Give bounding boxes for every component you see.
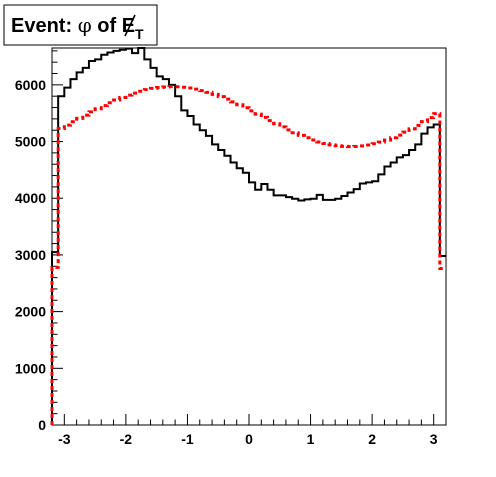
y-tick-label: 0 (38, 417, 46, 433)
series-layer (50, 47, 446, 425)
met-slash (124, 14, 136, 37)
x-tick-label: -3 (58, 431, 71, 447)
x-axis: -3 -2 -1 0 1 2 3 (51, 414, 447, 447)
title-main: Event: (11, 15, 78, 37)
title-met-subscript: T (135, 26, 144, 42)
y-axis: 0 1000 2000 3000 4000 5000 6000 (15, 50, 63, 433)
x-tick-label: 0 (245, 431, 253, 447)
title-phi-symbol: φ (78, 13, 92, 37)
y-tick-label: 1000 (15, 360, 46, 376)
plot-frame (51, 47, 447, 426)
x-tick-label: 2 (368, 431, 376, 447)
title-box: Event: φ of ET (3, 4, 158, 46)
y-tick-label: 6000 (15, 77, 46, 93)
x-tick-label: -1 (181, 431, 194, 447)
title-of: of (92, 15, 122, 37)
x-tick-label: 3 (430, 431, 438, 447)
x-tick-label: 1 (307, 431, 315, 447)
histogram-series-solid (51, 47, 446, 425)
y-tick-label: 5000 (15, 134, 46, 150)
histogram-series-dashed (50, 85, 446, 425)
y-tick-label: 2000 (15, 304, 46, 320)
title-frame (3, 4, 158, 46)
x-tick-label: -2 (120, 431, 133, 447)
y-tick-label: 4000 (15, 190, 46, 206)
y-tick-label: 3000 (15, 247, 46, 263)
